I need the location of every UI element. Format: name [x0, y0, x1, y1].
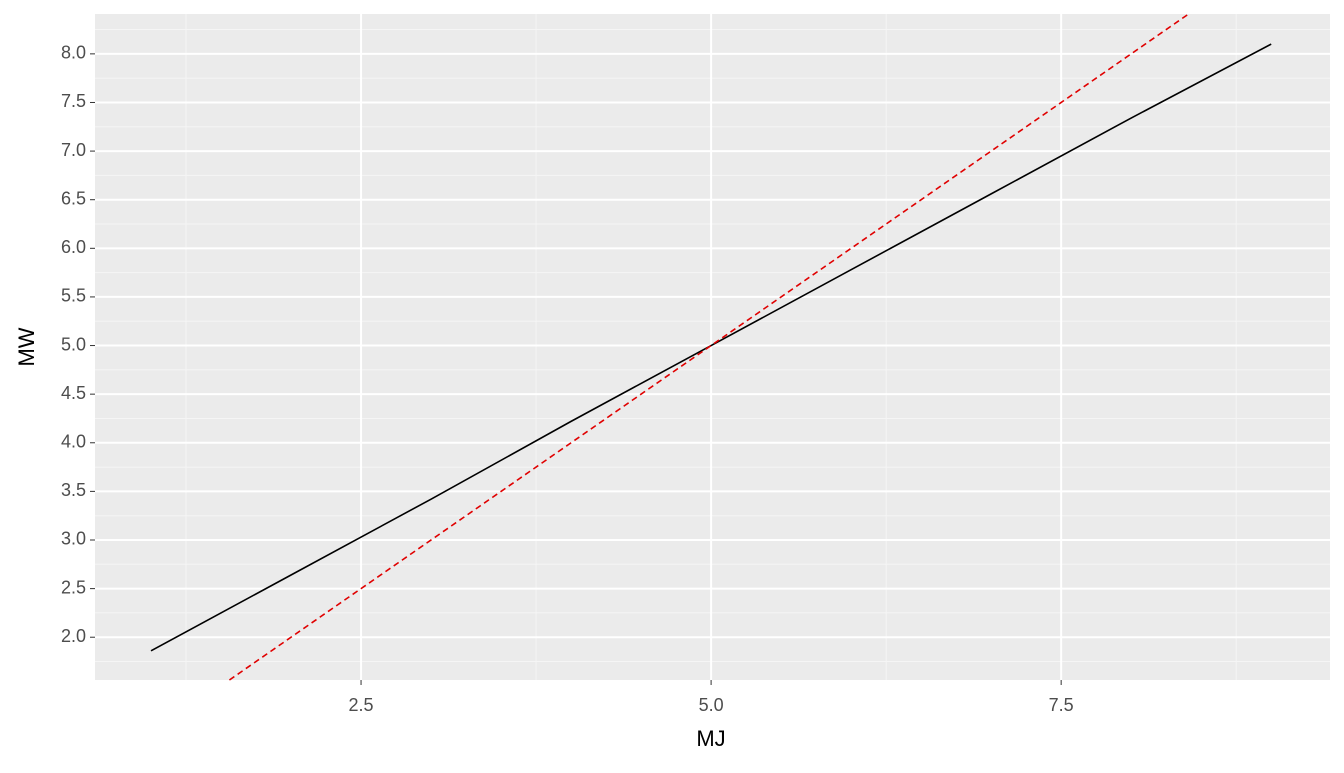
series-line	[228, 13, 1190, 681]
x-axis-title: MJ	[696, 726, 725, 751]
y-tick-label: 4.0	[61, 432, 86, 452]
y-tick-label: 6.5	[61, 188, 86, 208]
y-tick-label: 7.5	[61, 91, 86, 111]
y-axis-title: MW	[14, 327, 39, 366]
y-tick-label: 3.0	[61, 529, 86, 549]
y-tick-label: 6.0	[61, 237, 86, 257]
y-tick-label: 8.0	[61, 43, 86, 63]
series-line	[150, 43, 1272, 652]
y-tick-label: 2.0	[61, 626, 86, 646]
x-tick-label: 5.0	[699, 695, 724, 715]
y-tick-label: 3.5	[61, 480, 86, 500]
y-tick-label: 5.5	[61, 286, 86, 306]
x-tick-label: 2.5	[349, 695, 374, 715]
x-tick-label: 7.5	[1049, 695, 1074, 715]
y-tick-label: 7.0	[61, 140, 86, 160]
y-tick-label: 5.0	[61, 334, 86, 354]
y-tick-label: 2.5	[61, 577, 86, 597]
y-tick-label: 4.5	[61, 383, 86, 403]
